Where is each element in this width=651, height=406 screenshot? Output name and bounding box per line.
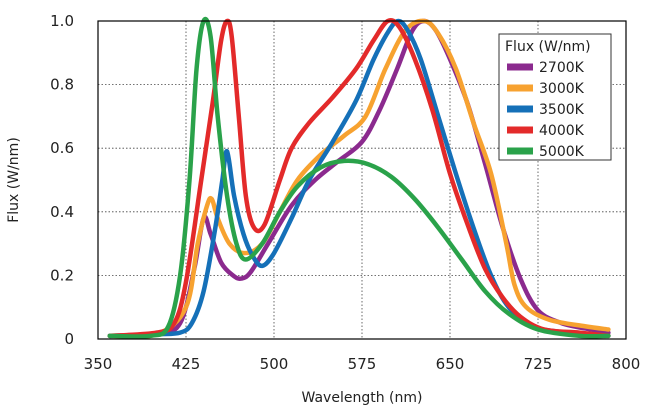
x-tick-labels: 350 425 500 575 650 725 800 [84, 355, 641, 373]
legend-title: Flux (W/nm) [505, 39, 591, 55]
legend-label-3500k: 3500K [539, 102, 585, 118]
x-tick-label: 650 [436, 355, 465, 373]
y-tick-label: 0.6 [50, 139, 74, 157]
y-tick-label: 0.8 [50, 76, 74, 94]
x-tick-label: 350 [84, 355, 113, 373]
x-tick-label: 425 [172, 355, 201, 373]
y-tick-labels: 0 0.2 0.4 0.6 0.8 1.0 [50, 12, 74, 348]
legend-label-2700k: 2700K [539, 60, 585, 76]
series-line-4000k [107, 17, 611, 339]
legend-box [498, 33, 612, 161]
series-line-5000k [107, 16, 611, 339]
x-tick-label: 575 [348, 355, 377, 373]
y-axis-title: Flux (W/nm) [6, 137, 22, 223]
legend-label-4000k: 4000K [539, 123, 585, 139]
plot-frame [97, 20, 627, 340]
legend-label-3000k: 3000K [539, 81, 585, 97]
legend-label-5000k: 5000K [539, 144, 585, 160]
y-tick-label: 0 [64, 330, 74, 348]
y-tick-label: 0.2 [50, 266, 74, 284]
series-line-3500k [107, 18, 611, 339]
x-tick-label: 725 [524, 355, 553, 373]
y-tick-label: 1.0 [50, 12, 74, 30]
y-tick-label: 0.4 [50, 203, 74, 221]
series-line-3000k [107, 18, 611, 340]
series-layer [107, 16, 611, 340]
x-axis-title: Wavelength (nm) [302, 390, 423, 406]
x-tick-label: 500 [260, 355, 289, 373]
x-tick-label: 800 [612, 355, 641, 373]
legend: Flux (W/nm) 2700K 3000K 3500K 4000K 5000K [498, 33, 612, 161]
